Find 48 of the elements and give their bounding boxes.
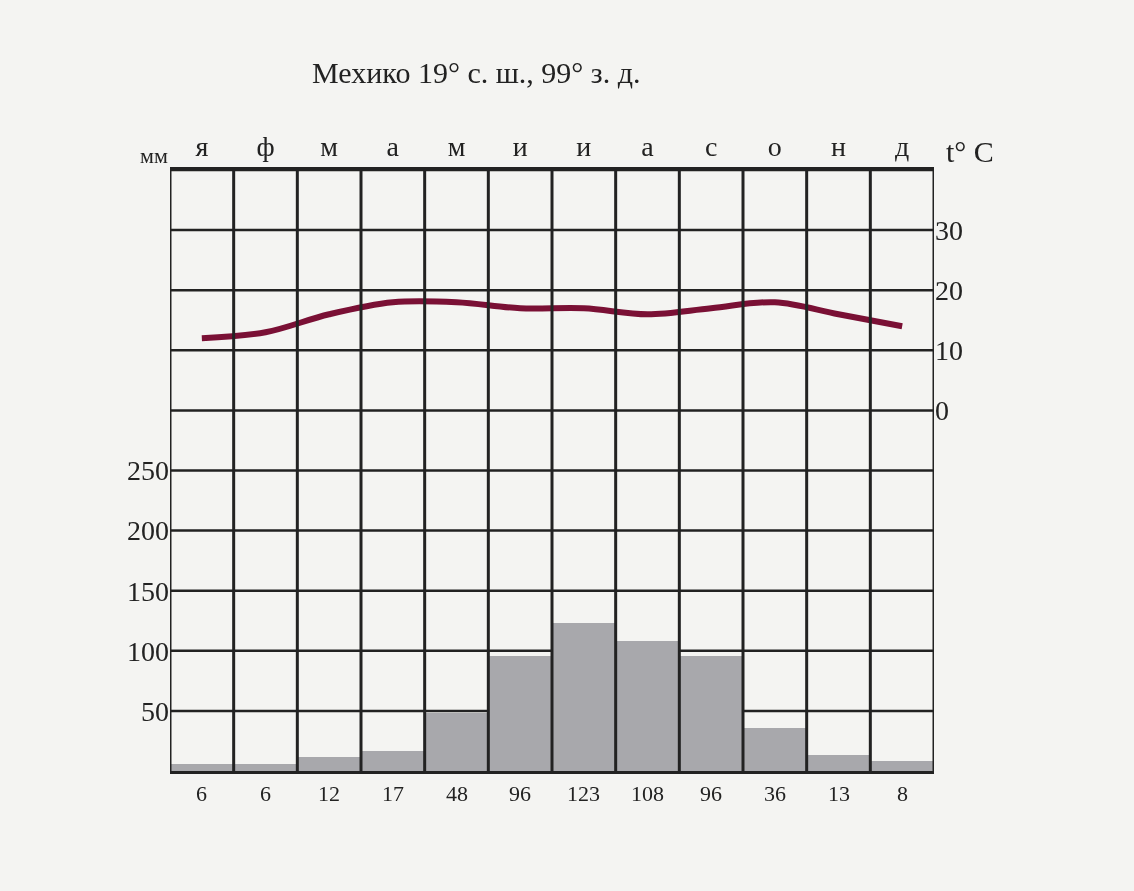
- x-tick-label: и: [512, 130, 528, 162]
- y-axis-title: мм: [140, 143, 168, 168]
- bar: [425, 713, 488, 771]
- data-label: 36: [764, 781, 786, 806]
- chart-title: Мехико 19° с. ш., 99° з. д.: [312, 56, 641, 90]
- x-tick-label: о: [767, 130, 782, 162]
- data-label: 123: [567, 781, 600, 806]
- data-label: 108: [631, 781, 664, 806]
- x-tick-label: м: [447, 130, 466, 162]
- data-label: 8: [897, 781, 908, 806]
- bar: [361, 751, 425, 771]
- y2-tick-label: 30: [935, 214, 963, 246]
- x-tick-label: н: [831, 130, 847, 162]
- x-tick-label: а: [641, 130, 655, 162]
- x-tick-label: и: [576, 130, 592, 162]
- y2-tick-label: 10: [935, 335, 963, 367]
- x-tick-label: д: [895, 130, 910, 162]
- y-tick-label: 250: [127, 455, 169, 487]
- x-tick-label: м: [320, 130, 339, 162]
- data-label: 48: [446, 781, 468, 806]
- y-tick-label: 100: [127, 635, 169, 667]
- data-label: 12: [318, 781, 340, 806]
- bar: [743, 728, 807, 771]
- bar: [807, 755, 870, 771]
- bar: [870, 761, 934, 771]
- y-tick-label: 150: [127, 575, 169, 607]
- y2-axis-title: t° C: [946, 135, 994, 168]
- data-label: 6: [260, 781, 271, 806]
- data-label: 13: [828, 781, 850, 806]
- y2-tick-label: 0: [935, 395, 949, 427]
- bar: [297, 757, 361, 771]
- x-tick-label: ф: [256, 130, 275, 162]
- bar: [679, 656, 743, 771]
- y-tick-label: 50: [141, 695, 169, 727]
- bar: [488, 656, 552, 771]
- data-label: 6: [196, 781, 207, 806]
- x-tick-label: я: [195, 130, 209, 162]
- data-label: 17: [382, 781, 404, 806]
- bar: [552, 623, 616, 771]
- y-tick-label: 200: [127, 515, 169, 547]
- data-label: 96: [509, 781, 531, 806]
- y2-tick-label: 20: [935, 275, 963, 306]
- bar: [170, 764, 234, 771]
- data-label: 96: [700, 781, 722, 806]
- bar: [234, 764, 297, 771]
- bar: [616, 641, 679, 771]
- x-tick-label: а: [386, 130, 400, 162]
- x-tick-label: с: [704, 130, 718, 162]
